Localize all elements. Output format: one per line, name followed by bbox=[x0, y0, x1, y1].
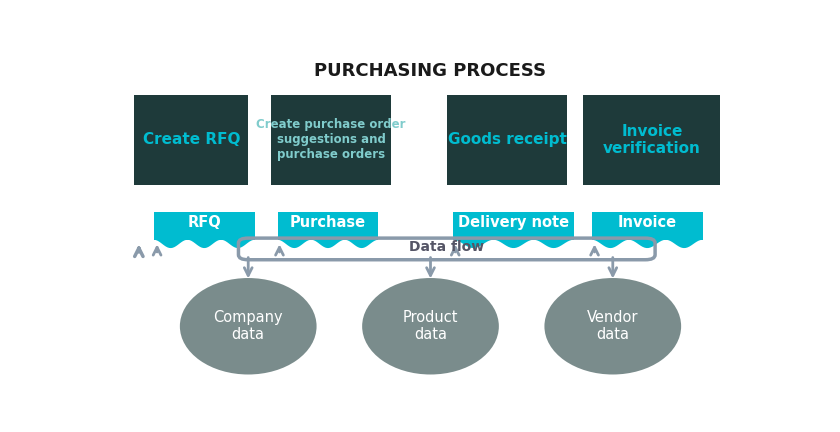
Text: Vendor
data: Vendor data bbox=[587, 310, 638, 343]
PathPatch shape bbox=[277, 240, 379, 248]
PathPatch shape bbox=[154, 240, 255, 248]
Text: Create purchase order
suggestions and
purchase orders: Create purchase order suggestions and pu… bbox=[256, 118, 406, 162]
FancyBboxPatch shape bbox=[271, 95, 391, 185]
Text: Product
data: Product data bbox=[402, 310, 459, 343]
Text: Purchase: Purchase bbox=[290, 215, 366, 230]
Text: Delivery note: Delivery note bbox=[458, 215, 569, 230]
FancyBboxPatch shape bbox=[154, 212, 255, 240]
Text: Company
data: Company data bbox=[213, 310, 283, 343]
FancyBboxPatch shape bbox=[584, 95, 720, 185]
Text: Create RFQ: Create RFQ bbox=[143, 133, 240, 147]
Text: Goods receipt: Goods receipt bbox=[448, 133, 566, 147]
Text: Data flow: Data flow bbox=[409, 240, 485, 254]
Ellipse shape bbox=[180, 278, 317, 375]
Ellipse shape bbox=[544, 278, 681, 375]
FancyBboxPatch shape bbox=[134, 95, 249, 185]
FancyBboxPatch shape bbox=[447, 95, 567, 185]
PathPatch shape bbox=[454, 240, 574, 248]
FancyBboxPatch shape bbox=[454, 212, 574, 240]
Ellipse shape bbox=[362, 278, 499, 375]
PathPatch shape bbox=[592, 240, 702, 248]
Text: PURCHASING PROCESS: PURCHASING PROCESS bbox=[314, 62, 547, 80]
Text: Invoice: Invoice bbox=[617, 215, 677, 230]
Text: Invoice
verification: Invoice verification bbox=[603, 124, 701, 156]
FancyBboxPatch shape bbox=[592, 212, 702, 240]
FancyBboxPatch shape bbox=[277, 212, 379, 240]
Text: RFQ: RFQ bbox=[187, 215, 221, 230]
